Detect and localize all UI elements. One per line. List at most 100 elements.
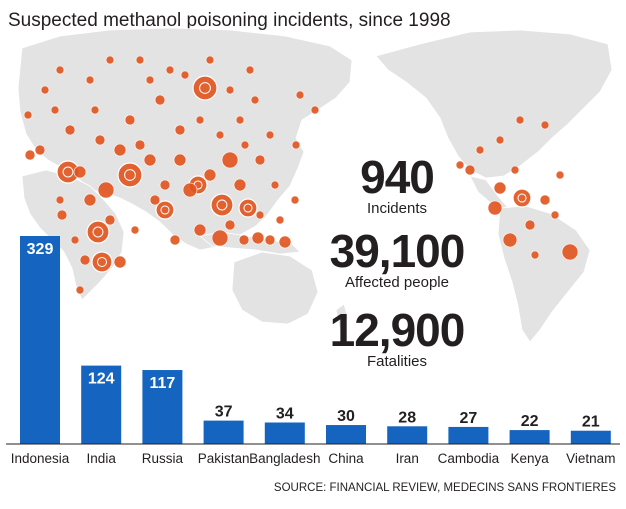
incident-bubble [233,178,247,192]
incident-bubble [512,188,532,208]
stat-incidents-value: 940 [360,151,435,203]
stat-affected-value: 39,100 [329,225,466,277]
incident-bubble [34,144,46,156]
incident-bubble-ring [97,257,107,267]
incident-bubble [290,195,300,205]
incident-bubble [265,130,275,140]
incident-bubble [224,219,236,231]
incident-bubble [561,243,579,261]
incident-bubble [165,65,175,75]
incident-bubble [83,193,97,207]
category-label-cambodia: Cambodia [438,451,500,466]
incident-bubble [117,162,143,188]
incident-bubble [159,179,171,191]
bar-series: 329 Indonesia 124 India 117 Russia 37 Pakistan 3… [11,236,615,466]
category-label-china: China [328,451,364,466]
stat-fatalities-value: 12,900 [329,304,466,356]
category-label-iran: Iran [396,451,419,466]
bar-china [326,425,366,444]
category-label-vietnam: Vietnam [566,451,615,466]
incident-bubble [254,154,266,166]
data-label-cambodia: 27 [460,410,478,427]
incident-bubble [155,200,175,220]
incident-bubble [238,234,250,246]
stat-affected-label: Affected people [345,274,449,291]
incident-bubble [550,210,560,220]
category-label-kenya: Kenya [510,451,549,466]
incident-bubble [215,130,225,140]
map-north-america [375,29,613,179]
incident-bubble [113,255,127,269]
incident-bubble [55,65,65,75]
incident-bubble [192,75,218,101]
incident-bubble [180,70,190,80]
incident-bubble [50,105,60,115]
incident-bubble [104,214,116,226]
incident-bubble [310,105,320,115]
data-label-indonesia: 329 [27,241,54,258]
incident-bubble [97,181,115,199]
incident-bubble [211,229,229,247]
incident-bubble [530,250,540,260]
incident-bubble [195,115,205,125]
bar-vietnam [570,430,611,444]
incident-bubble-ring [124,169,136,181]
category-label-india: India [87,451,117,466]
stat-incidents: 940 Incidents [297,154,497,218]
incident-bubble [255,210,265,220]
incident-bubble [85,75,95,85]
incident-bubble [154,94,166,106]
incident-bubble [135,55,145,65]
incident-bubble [86,220,110,244]
incident-bubble [487,200,503,216]
incident-bubble [264,234,276,246]
incident-bubble [203,168,217,182]
incident-bubble [23,110,33,120]
incident-bubble [73,165,87,179]
incident-bubble [455,160,465,170]
category-label-indonesia: Indonesia [11,451,70,466]
incident-bubble [275,215,285,225]
incident-bubble [169,234,181,246]
incident-bubble [235,115,245,125]
incident-bubble [149,194,161,206]
map-australia [231,251,319,325]
incident-bubble [225,85,235,95]
bar-cambodia [448,426,489,444]
incident-bubble [94,134,106,146]
incident-bubble [291,140,301,150]
bar-kenya [509,430,550,444]
map-new-zealand [335,303,349,332]
incident-bubble [143,153,157,167]
incident-bubble [205,55,215,65]
incident-bubble [130,225,140,235]
incident-bubble [113,143,127,157]
map-south-america [497,205,591,343]
incident-bubble [145,75,155,85]
bar-indonesia [20,236,60,444]
incident-bubble [193,223,207,237]
incident-bubble [70,235,80,245]
incident-bubble [515,115,525,125]
incident-bubble [64,124,76,136]
incident-bubble [210,193,234,217]
incident-bubble [90,105,100,115]
incident-bubble [24,149,36,161]
incident-bubble-ring [62,166,74,178]
bar-iran [387,426,428,444]
incident-bubble [245,65,255,75]
incident-bubble [540,120,550,130]
incident-bubble [174,124,186,136]
data-label-russia: 117 [149,375,175,392]
incident-bubble-ring [160,205,170,215]
data-label-kenya: 22 [521,413,539,430]
incident-bubble [495,135,505,145]
incident-bubble [56,209,68,221]
incident-bubble [510,165,520,175]
category-label-bangladesh: Bangladesh [249,451,320,466]
incident-bubble [182,182,198,198]
incident-bubble [238,198,258,218]
incident-bubbles [23,55,579,295]
incident-bubble-ring [517,193,527,203]
